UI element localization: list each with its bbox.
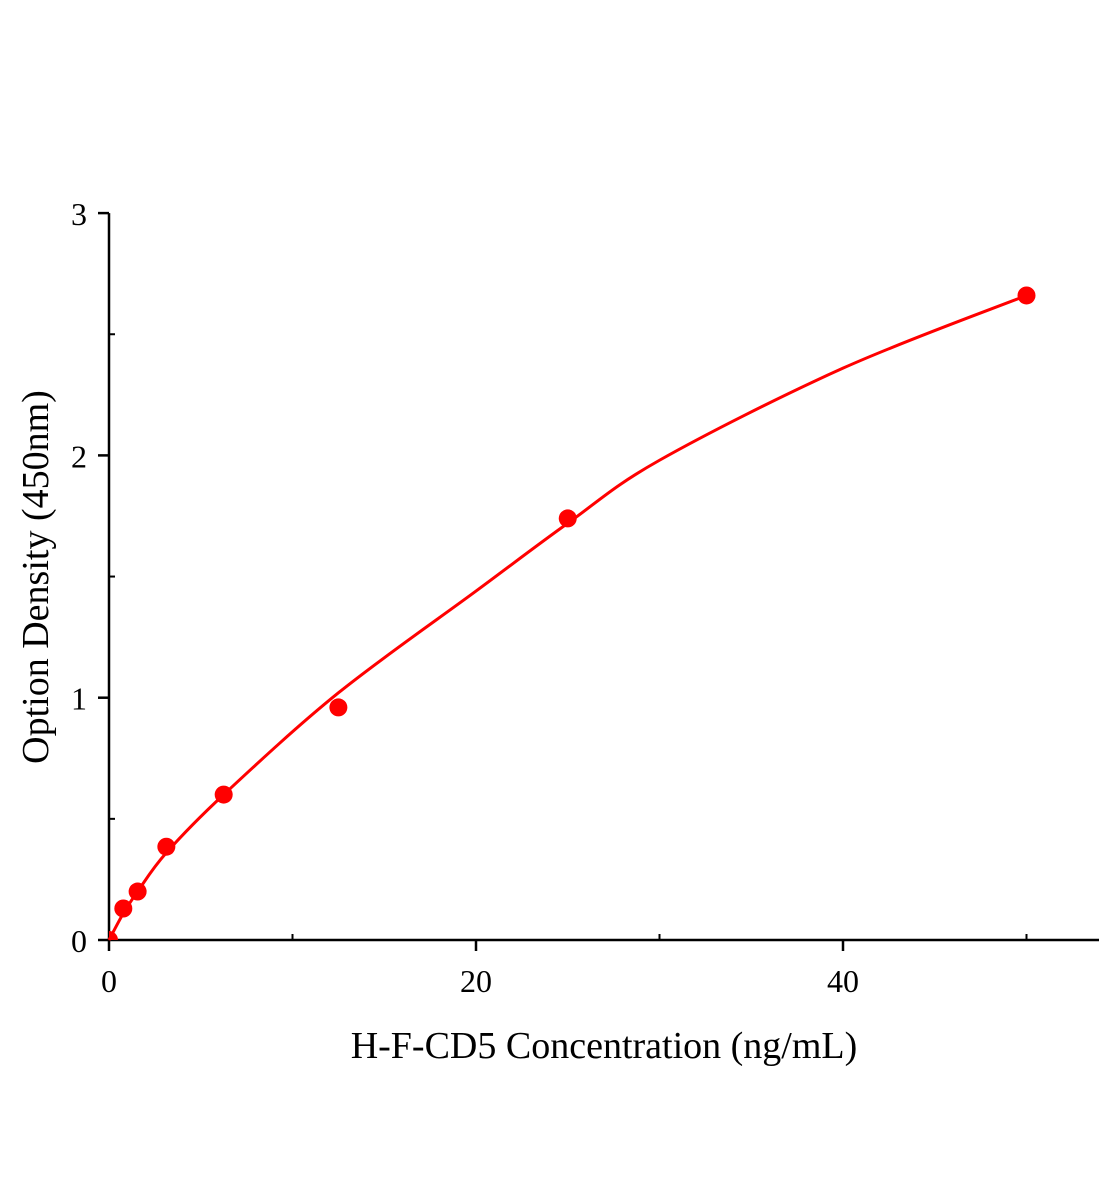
data-point [214, 785, 233, 804]
x-tick-label: 0 [101, 963, 117, 999]
data-point [1017, 286, 1036, 305]
data-point [157, 837, 176, 856]
axes [98, 211, 1099, 951]
y-tick-label: 3 [71, 196, 87, 232]
data-point [109, 931, 118, 940]
x-tick-label: 20 [460, 963, 492, 999]
data-points [109, 286, 1036, 940]
y-tick-label: 2 [71, 438, 87, 474]
data-point [114, 899, 133, 918]
x-axis-label: H-F-CD5 Concentration (ng/mL) [351, 1025, 858, 1067]
data-point [128, 882, 147, 901]
tick-labels: 0 20 40 0 1 2 3 [71, 196, 859, 999]
data-point [558, 509, 577, 528]
data-point [329, 698, 348, 717]
y-axis-label: Option Density (450nm) [15, 390, 57, 764]
y-tick-label: 0 [71, 923, 87, 959]
y-tick-label: 1 [71, 681, 87, 717]
x-tick-label: 40 [827, 963, 859, 999]
fit-curve [107, 294, 1028, 941]
